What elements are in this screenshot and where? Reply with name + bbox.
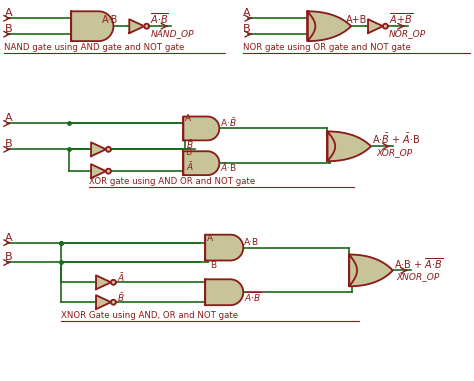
Polygon shape (349, 255, 393, 286)
Text: $\overline{A{\cdot}B}$: $\overline{A{\cdot}B}$ (150, 11, 169, 26)
Polygon shape (91, 164, 106, 178)
Text: NOR gate using OR gate and NOT gate: NOR gate using OR gate and NOT gate (243, 43, 411, 52)
Polygon shape (328, 131, 371, 161)
Text: A·B + $\overline{A{\cdot}B}$: A·B + $\overline{A{\cdot}B}$ (394, 256, 443, 271)
Text: B: B (243, 24, 251, 34)
Polygon shape (91, 142, 106, 156)
Polygon shape (183, 117, 219, 140)
Text: A: A (207, 234, 213, 243)
Polygon shape (111, 300, 116, 305)
Text: XOR_OP: XOR_OP (376, 148, 412, 157)
Polygon shape (183, 151, 219, 175)
Text: NAND gate using AND gate and NOT gate: NAND gate using AND gate and NOT gate (4, 43, 184, 52)
Polygon shape (111, 280, 116, 285)
Text: A: A (5, 8, 12, 18)
Polygon shape (383, 24, 388, 29)
Text: $\overline{A{\cdot}B}$: $\overline{A{\cdot}B}$ (244, 290, 262, 304)
Polygon shape (129, 19, 144, 33)
Text: B: B (5, 253, 12, 263)
Text: B: B (185, 148, 191, 157)
Text: B: B (210, 261, 216, 271)
Text: A·B: A·B (244, 238, 259, 247)
Text: XNOR Gate using AND, OR and NOT gate: XNOR Gate using AND, OR and NOT gate (61, 311, 238, 320)
Text: A·$\bar{B}$ + $\bar{A}$·B: A·$\bar{B}$ + $\bar{A}$·B (372, 132, 420, 146)
Polygon shape (205, 235, 243, 261)
Text: A·B: A·B (101, 15, 118, 25)
Text: XOR gate using AND OR and NOT gate: XOR gate using AND OR and NOT gate (89, 177, 255, 186)
Polygon shape (144, 24, 149, 29)
Text: $\bar{A}$·B: $\bar{A}$·B (220, 161, 237, 174)
Polygon shape (308, 11, 351, 41)
Text: NAND_OP: NAND_OP (151, 29, 195, 38)
Text: $\bar{B}$: $\bar{B}$ (117, 291, 125, 304)
Text: A+B: A+B (346, 15, 367, 25)
Text: A: A (5, 233, 12, 243)
Polygon shape (96, 275, 111, 289)
Text: A: A (185, 115, 191, 123)
Polygon shape (205, 279, 243, 305)
Polygon shape (106, 147, 111, 152)
Text: A: A (5, 114, 12, 123)
Polygon shape (106, 169, 111, 174)
Text: B: B (5, 24, 12, 34)
Polygon shape (71, 11, 113, 41)
Text: A: A (243, 8, 251, 18)
Polygon shape (368, 19, 383, 33)
Text: A·$\bar{B}$: A·$\bar{B}$ (220, 117, 237, 130)
Text: XNOR_OP: XNOR_OP (397, 272, 440, 281)
Polygon shape (96, 295, 111, 309)
Text: $\bar{A}$: $\bar{A}$ (186, 160, 194, 173)
Text: $\overline{A{+}B}$: $\overline{A{+}B}$ (389, 11, 413, 26)
Text: NOR_OP: NOR_OP (389, 29, 426, 38)
Text: $\bar{B}$: $\bar{B}$ (186, 138, 194, 151)
Text: B: B (5, 139, 12, 149)
Text: $\bar{A}$: $\bar{A}$ (117, 271, 125, 284)
